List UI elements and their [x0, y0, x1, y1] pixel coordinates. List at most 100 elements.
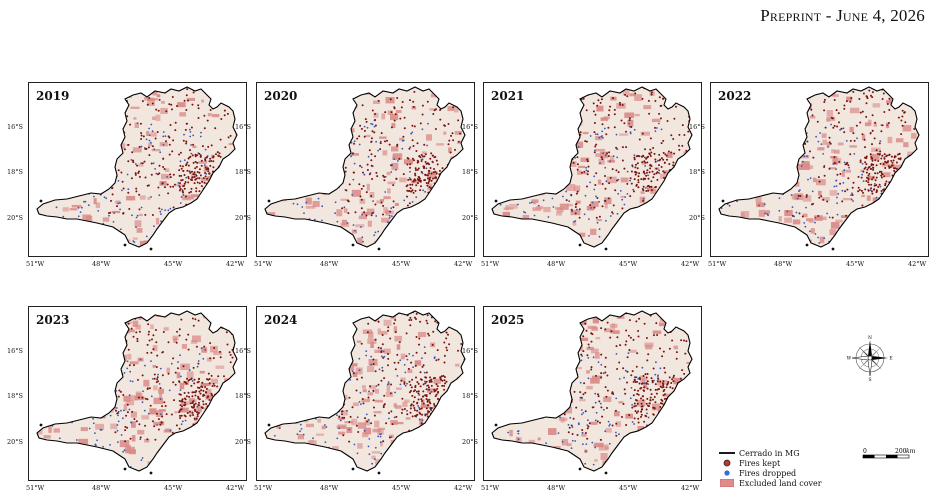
fire-kept-point	[645, 190, 648, 192]
excluded-patch	[870, 153, 880, 160]
fire-kept-point	[450, 134, 452, 137]
excluded-patch	[316, 356, 325, 361]
fire-dropped-point	[425, 231, 427, 234]
fire-kept-point	[683, 178, 685, 181]
fire-kept-point	[609, 176, 612, 179]
fire-kept-point	[805, 107, 808, 110]
fire-kept-point	[622, 367, 625, 370]
fire-kept-point	[204, 172, 206, 174]
fire-kept-point	[141, 396, 144, 399]
outline-fragment	[149, 247, 153, 251]
fire-dropped-point	[101, 370, 103, 373]
fire-dropped-point	[411, 201, 414, 203]
fire-dropped-point	[284, 217, 287, 220]
fire-dropped-point	[624, 216, 626, 219]
fire-kept-point	[179, 417, 182, 419]
fire-kept-point	[390, 164, 392, 167]
excluded-patch	[281, 156, 289, 163]
fire-kept-point	[407, 157, 410, 160]
fire-kept-point	[638, 382, 641, 385]
fire-kept-point	[439, 400, 442, 403]
fire-kept-point	[133, 364, 135, 367]
fire-dropped-point	[406, 358, 409, 361]
fire-dropped-point	[373, 234, 376, 237]
fire-kept-point	[625, 340, 628, 343]
fire-kept-point	[658, 159, 661, 162]
excluded-patch	[673, 345, 678, 350]
fire-dropped-point	[294, 136, 297, 139]
fire-kept-point	[613, 126, 616, 129]
excluded-patch	[429, 212, 434, 219]
fire-kept-point	[912, 215, 915, 218]
excluded-patch	[447, 106, 455, 111]
fire-kept-point	[887, 165, 890, 168]
fire-dropped-point	[597, 361, 600, 363]
fire-kept-point	[202, 389, 205, 392]
fire-kept-point	[444, 177, 447, 180]
fire-kept-point	[666, 200, 669, 203]
fire-kept-point	[678, 144, 680, 147]
fire-dropped-point	[656, 127, 658, 129]
fire-dropped-point	[388, 417, 390, 420]
fire-dropped-point	[183, 159, 186, 162]
fire-kept-point	[226, 343, 229, 346]
excluded-patch	[283, 378, 292, 381]
fire-dropped-point	[403, 364, 406, 366]
fire-kept-point	[693, 377, 695, 379]
fire-kept-point	[634, 166, 637, 169]
fire-kept-point	[652, 406, 655, 409]
fire-kept-point	[217, 408, 220, 411]
fire-kept-point	[413, 316, 416, 319]
fire-dropped-point	[517, 203, 519, 206]
excluded-patch	[525, 225, 534, 231]
fire-dropped-point	[403, 212, 405, 214]
header-date: June 4, 2026	[836, 6, 925, 25]
excluded-patch	[58, 366, 68, 372]
fire-kept-point	[223, 114, 226, 117]
excluded-patch	[831, 149, 835, 154]
fire-dropped-point	[94, 432, 96, 434]
fire-kept-point	[797, 118, 800, 121]
fire-kept-point	[582, 350, 585, 353]
fire-kept-point	[184, 181, 187, 183]
fire-dropped-point	[496, 354, 498, 357]
fire-kept-point	[229, 215, 232, 218]
fire-dropped-point	[133, 241, 136, 244]
fire-kept-point	[371, 130, 374, 133]
excluded-patch	[149, 408, 157, 415]
fire-kept-point	[891, 203, 894, 206]
fire-dropped-point	[567, 424, 570, 426]
fire-kept-point	[212, 175, 215, 178]
excluded-patch	[650, 429, 661, 433]
excluded-patch	[242, 178, 246, 182]
fire-dropped-point	[518, 455, 520, 458]
fire-dropped-point	[123, 409, 125, 412]
excluded-patch	[289, 139, 297, 142]
excluded-patch	[533, 477, 543, 480]
fire-kept-point	[670, 181, 673, 183]
excluded-patch	[265, 420, 268, 424]
fire-dropped-point	[274, 163, 277, 166]
fire-kept-point	[829, 142, 832, 145]
excluded-patch	[373, 112, 379, 118]
fire-kept-point	[443, 379, 446, 382]
fire-kept-point	[654, 100, 657, 102]
fire-kept-point	[868, 172, 871, 175]
excluded-patch	[160, 474, 169, 477]
excluded-patch	[665, 246, 669, 247]
fire-kept-point	[231, 104, 234, 107]
excluded-patch	[775, 236, 780, 241]
fire-kept-point	[143, 160, 146, 163]
fire-kept-point	[887, 207, 890, 210]
fire-kept-point	[654, 160, 657, 163]
excluded-patch	[606, 236, 612, 242]
fire-dropped-point	[180, 196, 183, 198]
excluded-patch	[184, 196, 194, 200]
fire-dropped-point	[814, 216, 817, 219]
fire-kept-point	[113, 156, 116, 159]
fire-kept-point	[214, 179, 217, 182]
excluded-patch	[160, 107, 168, 114]
fire-kept-point	[691, 100, 692, 103]
y-tick-label: 16°S	[7, 123, 23, 131]
excluded-patch	[656, 206, 660, 214]
